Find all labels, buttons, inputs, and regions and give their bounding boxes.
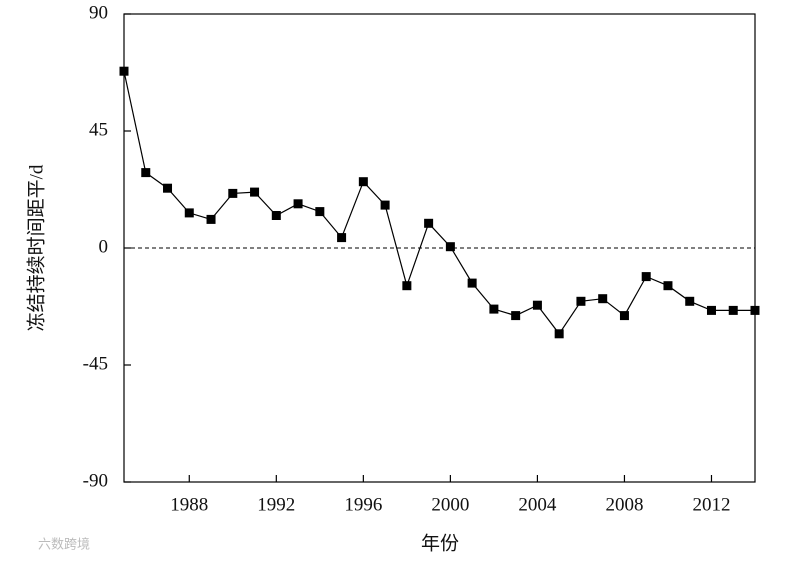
data-point xyxy=(576,296,586,306)
x-tick-label: 1996 xyxy=(344,494,382,515)
data-point xyxy=(750,305,760,315)
data-point xyxy=(402,281,412,291)
data-point xyxy=(685,296,695,306)
x-tick-label: 2012 xyxy=(692,494,730,515)
x-tick-label: 1992 xyxy=(257,494,295,515)
data-point xyxy=(467,278,477,288)
x-axis-label: 年份 xyxy=(421,532,459,554)
data-point xyxy=(141,168,151,178)
data-point xyxy=(663,281,673,291)
data-point xyxy=(271,211,281,220)
y-tick-label: 90 xyxy=(89,2,108,23)
y-tick-label: 0 xyxy=(99,236,109,257)
x-tick-label: 2008 xyxy=(605,494,643,515)
data-point xyxy=(619,311,629,321)
x-tick-label: 2004 xyxy=(518,494,557,515)
data-point xyxy=(445,242,455,252)
data-point xyxy=(163,183,173,193)
data-point xyxy=(554,329,564,339)
data-point xyxy=(728,305,738,315)
data-point xyxy=(380,200,390,210)
data-point xyxy=(511,311,521,321)
data-point xyxy=(358,177,368,187)
data-point xyxy=(206,214,216,224)
x-tick-label: 2000 xyxy=(431,494,469,515)
data-point xyxy=(337,233,347,243)
data-point xyxy=(315,207,325,217)
data-point xyxy=(228,188,238,198)
y-tick-label: 45 xyxy=(89,119,108,140)
data-point xyxy=(598,294,608,304)
data-point xyxy=(184,208,194,218)
watermark: 六数跨境 xyxy=(38,538,90,553)
data-point xyxy=(706,305,716,315)
series-line xyxy=(123,71,755,335)
x-tick-label: 1988 xyxy=(170,494,208,515)
y-tick-label: -90 xyxy=(83,470,108,491)
data-point xyxy=(250,187,260,197)
data-point xyxy=(641,272,651,282)
data-point xyxy=(489,304,499,314)
data-point xyxy=(119,66,129,76)
data-point xyxy=(532,300,542,310)
data-point xyxy=(293,199,303,209)
y-axis-label: 冻结持续时间距平/d xyxy=(25,164,47,331)
y-tick-label: -45 xyxy=(83,353,108,374)
data-point xyxy=(424,218,434,228)
